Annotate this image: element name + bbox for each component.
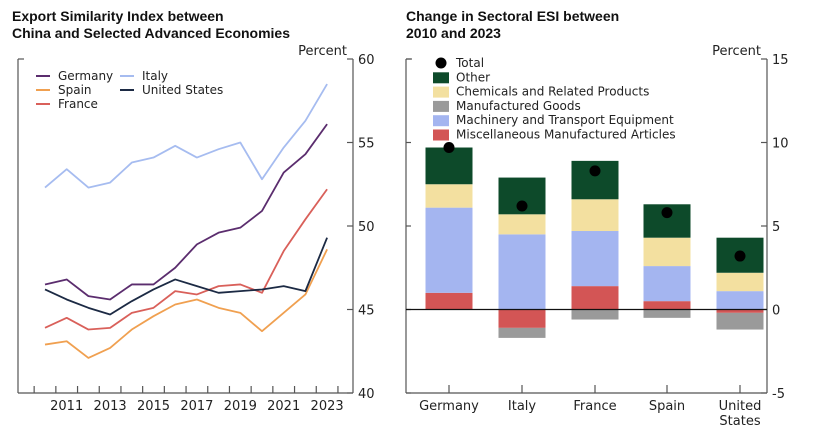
legend-label: Total [455,56,484,70]
bar-chemicals-and-related-products [571,199,619,232]
left-y-tick-label: 55 [358,137,375,152]
left-x-tick-label: 2019 [224,399,257,414]
bar-machinery-and-transport-equipment [571,231,619,287]
left-x-tick-label: 2013 [94,399,127,414]
bar-manufactured-goods [571,309,619,320]
right-y-tick-label: 0 [772,304,780,319]
category-label: United [719,399,762,414]
bar-chemicals-and-related-products [498,214,546,235]
bar-miscellaneous-manufactured-articles [716,309,764,313]
bar-manufactured-goods [716,312,764,330]
left-x-tick-label: 2015 [137,399,170,414]
left-x-tick-label: 2011 [50,399,83,414]
total-marker [589,165,601,177]
line-united-states [44,237,328,316]
legend-swatch-other [433,72,449,84]
bar-manufactured-goods [643,309,691,318]
bar-machinery-and-transport-equipment [643,266,691,302]
category-label: Spain [649,399,685,414]
line-germany [44,123,328,301]
right-y-tick-label: 15 [772,53,789,68]
bar-machinery-and-transport-equipment [425,207,473,293]
left-x-tick-label: 2017 [180,399,213,414]
category-label: France [573,399,616,414]
category-label: Germany [419,399,479,414]
legend-label: Spain [58,83,92,97]
left-chart-title: Export Similarity Index between China an… [12,8,290,42]
legend-label: Germany [58,69,113,83]
line-italy [44,83,328,189]
category-label: States [719,414,760,429]
category-label: Italy [508,399,537,414]
bar-miscellaneous-manufactured-articles [643,301,691,310]
bar-machinery-and-transport-equipment [498,234,546,310]
legend-swatch-machinery-and-transport-equipment [433,115,449,127]
left-x-tick-label: 2021 [267,399,300,414]
left-title-line-2: China and Selected Advanced Economies [12,25,291,41]
left-y-axis-title: Percent [298,44,347,59]
bar-miscellaneous-manufactured-articles [425,292,473,310]
total-marker [443,142,455,154]
right-title-line-1: Change in Sectoral ESI between [406,8,620,24]
total-marker [516,200,528,212]
legend-swatch-manufactured-goods [433,100,449,112]
legend-swatch-total [435,57,447,69]
left-y-tick-label: 45 [358,304,375,319]
bar-chemicals-and-related-products [643,237,691,267]
line-france [44,188,328,331]
legend-label: France [58,97,98,111]
right-title-line-2: 2010 and 2023 [406,25,501,41]
legend-label: Manufactured Goods [456,99,581,113]
bar-manufactured-goods [498,327,546,338]
bar-chemicals-and-related-products [425,184,473,208]
legend-label: Other [456,70,490,84]
bar-miscellaneous-manufactured-articles [571,286,619,310]
legend-label: Machinery and Transport Equipment [456,113,674,127]
left-x-tick-label: 2023 [311,399,344,414]
legend-label: Chemicals and Related Products [456,85,649,99]
left-y-tick-label: 60 [358,53,375,68]
right-y-tick-label: -5 [772,387,785,402]
left-y-tick-label: 50 [358,220,375,235]
right-chart-title: Change in Sectoral ESI between 2010 and … [406,8,619,42]
legend-label: United States [142,83,223,97]
right-y-axis-title: Percent [712,44,761,59]
legend-swatch-miscellaneous-manufactured-articles [433,129,449,141]
right-y-tick-label: 10 [772,137,789,152]
left-title-line-1: Export Similarity Index between [12,8,224,24]
right-y-tick-label: 5 [772,220,780,235]
total-marker [734,250,746,262]
bar-chemicals-and-related-products [716,272,764,292]
legend-label: Italy [142,69,168,83]
left-y-tick-label: 40 [358,387,375,402]
bar-miscellaneous-manufactured-articles [498,309,546,328]
legend-label: Miscellaneous Manufactured Articles [456,128,676,142]
bar-other [425,147,473,185]
legend-swatch-chemicals-and-related-products [433,86,449,98]
line-spain [44,248,328,359]
total-marker [661,207,673,219]
bar-machinery-and-transport-equipment [716,291,764,310]
